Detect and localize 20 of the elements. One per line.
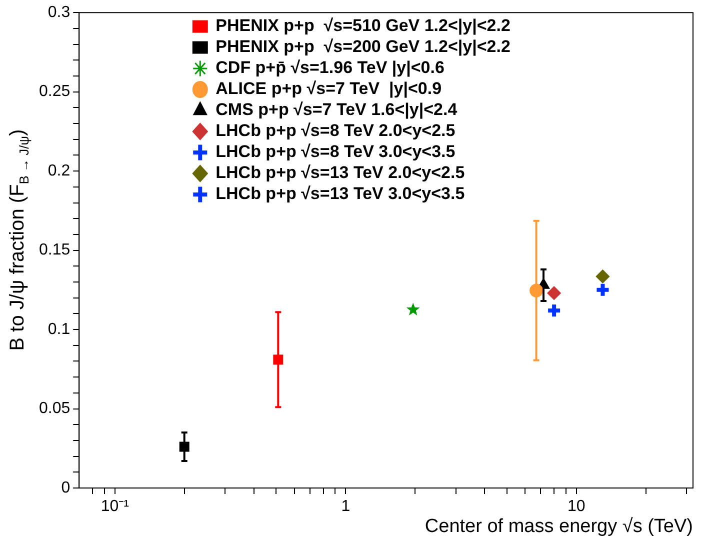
y-tick-label: 0.1: [48, 320, 70, 338]
legend-label: CDF p+p̄ √s=1.96 TeV |y|<0.6: [216, 58, 444, 78]
legend-label: LHCb p+p √s=13 TeV 3.0<y<3.5: [216, 184, 465, 204]
x-axis-title: Center of mass energy √s (TeV): [424, 516, 693, 537]
x-tick-label: 10⁻¹: [100, 498, 129, 516]
legend-label: LHCb p+p √s=8 TeV 2.0<y<2.5: [216, 121, 456, 140]
legend-label: LHCb p+p √s=13 TeV 2.0<y<2.5: [216, 163, 465, 182]
legend-label: ALICE p+p √s=7 TeV |y|<0.9: [216, 79, 442, 98]
legend-label: CMS p+p √s=7 TeV 1.6<|y|<2.4: [216, 100, 458, 120]
y-tick-label: 0.15: [39, 242, 70, 259]
x-tick-label: 1: [341, 498, 350, 516]
y-tick-label: 0.2: [48, 162, 70, 180]
x-tick-label: 10: [568, 498, 586, 516]
legend-label: PHENIX p+p √s=200 GeV 1.2<|y|<2.2: [216, 37, 510, 56]
y-tick-label: 0: [61, 479, 70, 496]
y-tick-label: 0.3: [48, 4, 70, 22]
legend-label: LHCb p+p √s=8 TeV 3.0<y<3.5: [216, 142, 456, 162]
y-tick-label: 0.25: [39, 83, 70, 100]
legend-label: PHENIX p+p √s=510 GeV 1.2<|y|<2.2: [216, 16, 510, 36]
y-tick-label: 0.05: [39, 400, 70, 418]
